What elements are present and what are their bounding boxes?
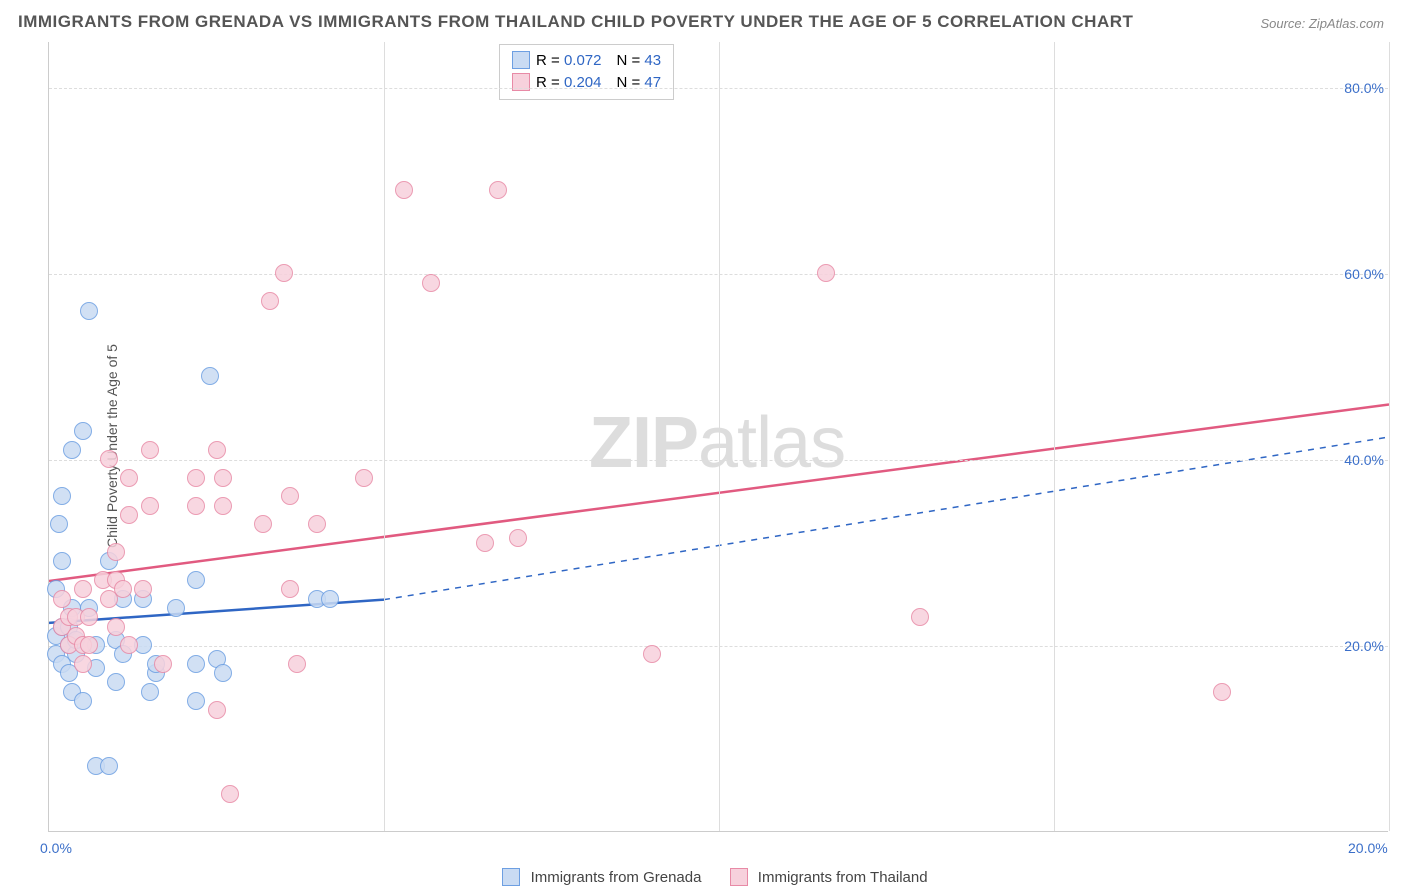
data-point (80, 636, 98, 654)
data-point (911, 608, 929, 626)
data-point (74, 655, 92, 673)
data-point (187, 469, 205, 487)
gridline-v (1389, 42, 1390, 831)
watermark: ZIPatlas (589, 402, 845, 484)
data-point (74, 692, 92, 710)
data-point (53, 552, 71, 570)
data-point (187, 655, 205, 673)
data-point (476, 534, 494, 552)
data-point (120, 636, 138, 654)
gridline-v (719, 42, 720, 831)
legend-label-thailand: Immigrants from Thailand (758, 869, 928, 886)
gridline-v (384, 42, 385, 831)
data-point (817, 264, 835, 282)
data-point (74, 422, 92, 440)
chart-plot-area: ZIPatlas R = 0.072 N = 43R = 0.204 N = 4… (48, 42, 1388, 832)
data-point (201, 367, 219, 385)
x-tick-20: 20.0% (1348, 840, 1388, 856)
data-point (63, 441, 81, 459)
legend-stat-row: R = 0.072 N = 43 (512, 50, 661, 72)
data-point (141, 683, 159, 701)
y-tick-label: 20.0% (1344, 638, 1384, 654)
correlation-legend: R = 0.072 N = 43R = 0.204 N = 47 (499, 44, 674, 100)
data-point (154, 655, 172, 673)
data-point (100, 450, 118, 468)
data-point (187, 571, 205, 589)
data-point (321, 590, 339, 608)
legend-swatch-grenada (502, 868, 520, 886)
data-point (422, 274, 440, 292)
source-attribution: Source: ZipAtlas.com (1260, 16, 1384, 31)
data-point (107, 618, 125, 636)
data-point (208, 441, 226, 459)
gridline-v (1054, 42, 1055, 831)
data-point (50, 515, 68, 533)
data-point (308, 515, 326, 533)
chart-title: IMMIGRANTS FROM GRENADA VS IMMIGRANTS FR… (18, 12, 1133, 32)
data-point (53, 590, 71, 608)
data-point (187, 497, 205, 515)
data-point (53, 487, 71, 505)
data-point (80, 608, 98, 626)
data-point (114, 580, 132, 598)
data-point (214, 469, 232, 487)
data-point (288, 655, 306, 673)
data-point (355, 469, 373, 487)
y-tick-label: 40.0% (1344, 452, 1384, 468)
y-tick-label: 80.0% (1344, 80, 1384, 96)
data-point (107, 543, 125, 561)
data-point (74, 580, 92, 598)
legend-swatch-thailand (730, 868, 748, 886)
data-point (221, 785, 239, 803)
data-point (281, 580, 299, 598)
x-tick-0: 0.0% (40, 840, 72, 856)
data-point (1213, 683, 1231, 701)
data-point (107, 673, 125, 691)
data-point (100, 757, 118, 775)
data-point (261, 292, 279, 310)
series-legend: Immigrants from Grenada Immigrants from … (0, 868, 1406, 886)
data-point (167, 599, 185, 617)
data-point (120, 506, 138, 524)
data-point (509, 529, 527, 547)
data-point (214, 497, 232, 515)
legend-stat-row: R = 0.204 N = 47 (512, 72, 661, 94)
data-point (275, 264, 293, 282)
data-point (214, 664, 232, 682)
data-point (120, 469, 138, 487)
data-point (187, 692, 205, 710)
data-point (281, 487, 299, 505)
y-tick-label: 60.0% (1344, 266, 1384, 282)
data-point (208, 701, 226, 719)
data-point (134, 580, 152, 598)
data-point (254, 515, 272, 533)
data-point (80, 302, 98, 320)
data-point (395, 181, 413, 199)
watermark-light: atlas (698, 403, 845, 483)
legend-label-grenada: Immigrants from Grenada (531, 869, 702, 886)
data-point (141, 441, 159, 459)
data-point (141, 497, 159, 515)
data-point (643, 645, 661, 663)
watermark-bold: ZIP (589, 403, 698, 483)
data-point (489, 181, 507, 199)
